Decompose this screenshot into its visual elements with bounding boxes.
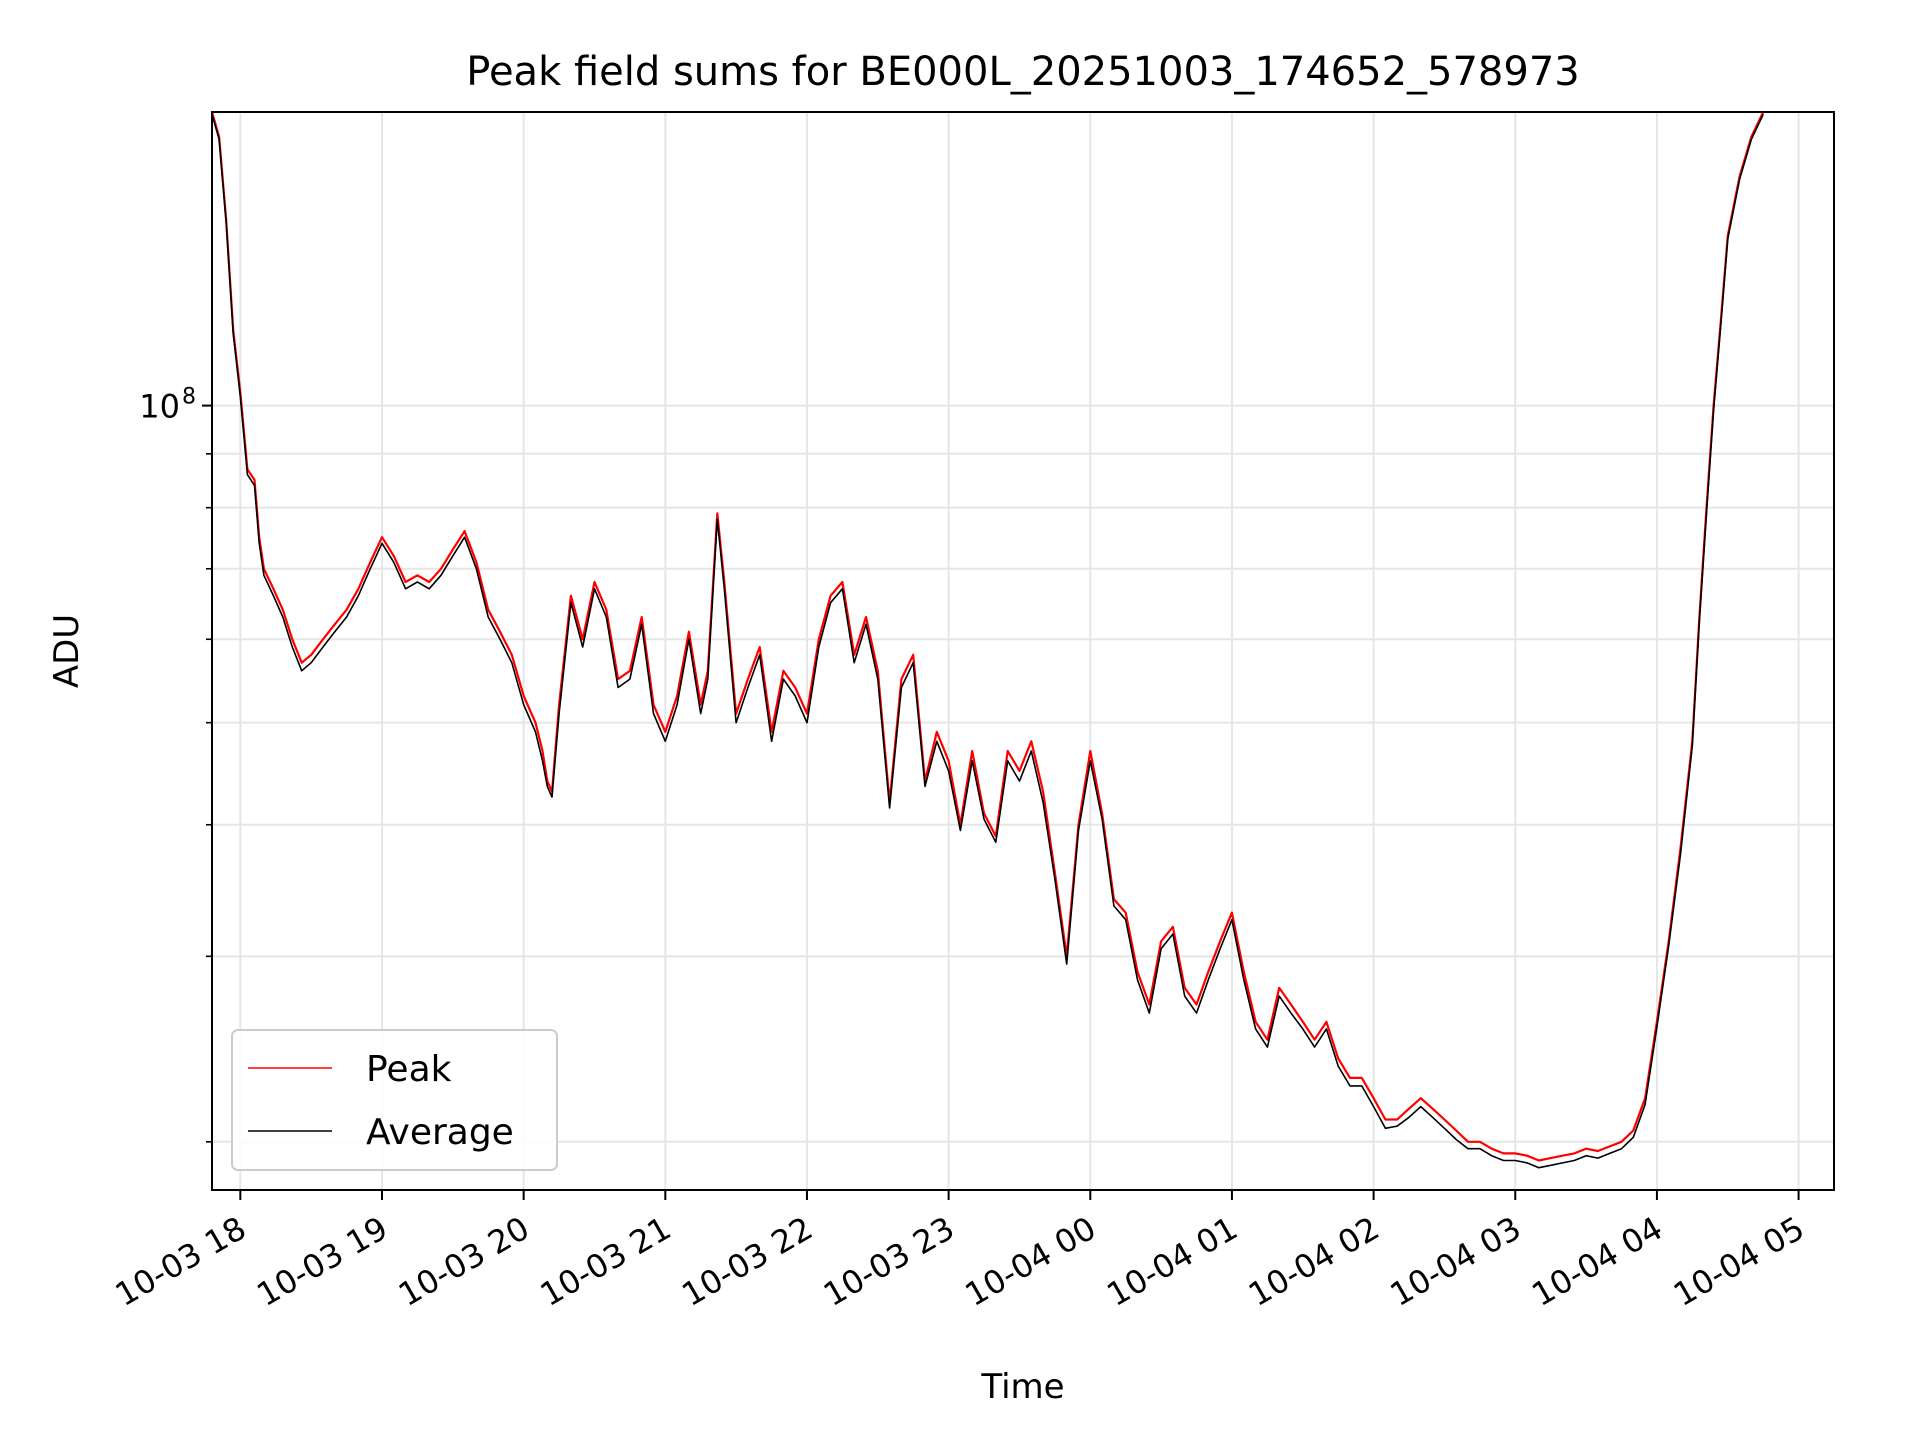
plot-frame xyxy=(211,111,1835,1191)
legend-label-average: Average xyxy=(366,1112,514,1153)
chart-title: Peak field sums for BE000L_20251003_1746… xyxy=(466,49,1579,95)
y-tick-label-exponent: 8 xyxy=(182,385,196,410)
series-line-peak xyxy=(212,112,1765,1162)
legend-box xyxy=(231,1029,558,1171)
legend-label-peak: Peak xyxy=(366,1049,452,1090)
y-tick-label-base: 10 xyxy=(139,388,180,426)
plot-area xyxy=(212,112,1834,1190)
y-tick-label: 10 xyxy=(139,388,180,426)
y-axis-label: ADU xyxy=(47,614,87,688)
x-axis-label: Time xyxy=(980,1367,1064,1407)
series-lines xyxy=(212,112,1765,1169)
series-line-average xyxy=(212,114,1764,1169)
legend: Peak Average xyxy=(231,1029,558,1171)
grid-lines xyxy=(212,112,1834,1190)
